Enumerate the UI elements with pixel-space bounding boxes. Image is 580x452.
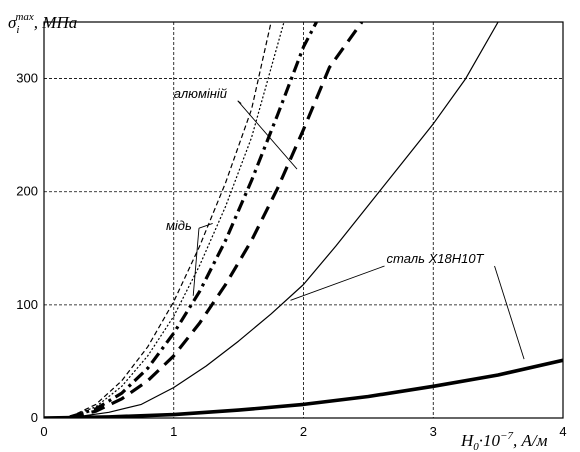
y-tick-label: 300: [16, 71, 38, 86]
annotation-label: мідь: [166, 218, 192, 233]
annotation-leader: [192, 228, 200, 296]
x-tick-label: 4: [559, 424, 566, 439]
x-tick-label: 3: [430, 424, 437, 439]
plot-frame: [43, 21, 564, 419]
annotation-leaders: [192, 100, 525, 360]
series-line-5: [44, 22, 499, 418]
series-line-4: [69, 22, 364, 418]
tick-labels: 0 1 2 3 4 0 100 200 300: [16, 71, 566, 439]
annotations: алюміній мідь сталь Х18Н10Т: [166, 86, 485, 266]
series-line-1: [69, 22, 272, 418]
series-line-3: [69, 22, 318, 418]
grid: [44, 22, 563, 418]
x-tick-label: 0: [40, 424, 47, 439]
x-axis-title: H0·10−7, А/м: [460, 430, 548, 452]
annotation-leader: [237, 100, 298, 170]
series-line-2: [69, 22, 285, 418]
x-tick-label: 1: [170, 424, 177, 439]
annotation-leader: [198, 222, 213, 229]
y-tick-label: 0: [31, 410, 38, 425]
annotation-label: сталь Х18Н10Т: [387, 251, 485, 266]
y-tick-label: 100: [16, 297, 38, 312]
annotation-leader: [494, 265, 525, 360]
annotation-leader: [290, 265, 385, 301]
y-axis-title: σimax, МПа: [8, 11, 77, 36]
x-tick-label: 2: [300, 424, 307, 439]
annotation-label: алюміній: [174, 86, 227, 101]
series-group: [44, 22, 563, 418]
y-tick-label: 200: [16, 184, 38, 199]
series-line-6: [44, 358, 563, 418]
